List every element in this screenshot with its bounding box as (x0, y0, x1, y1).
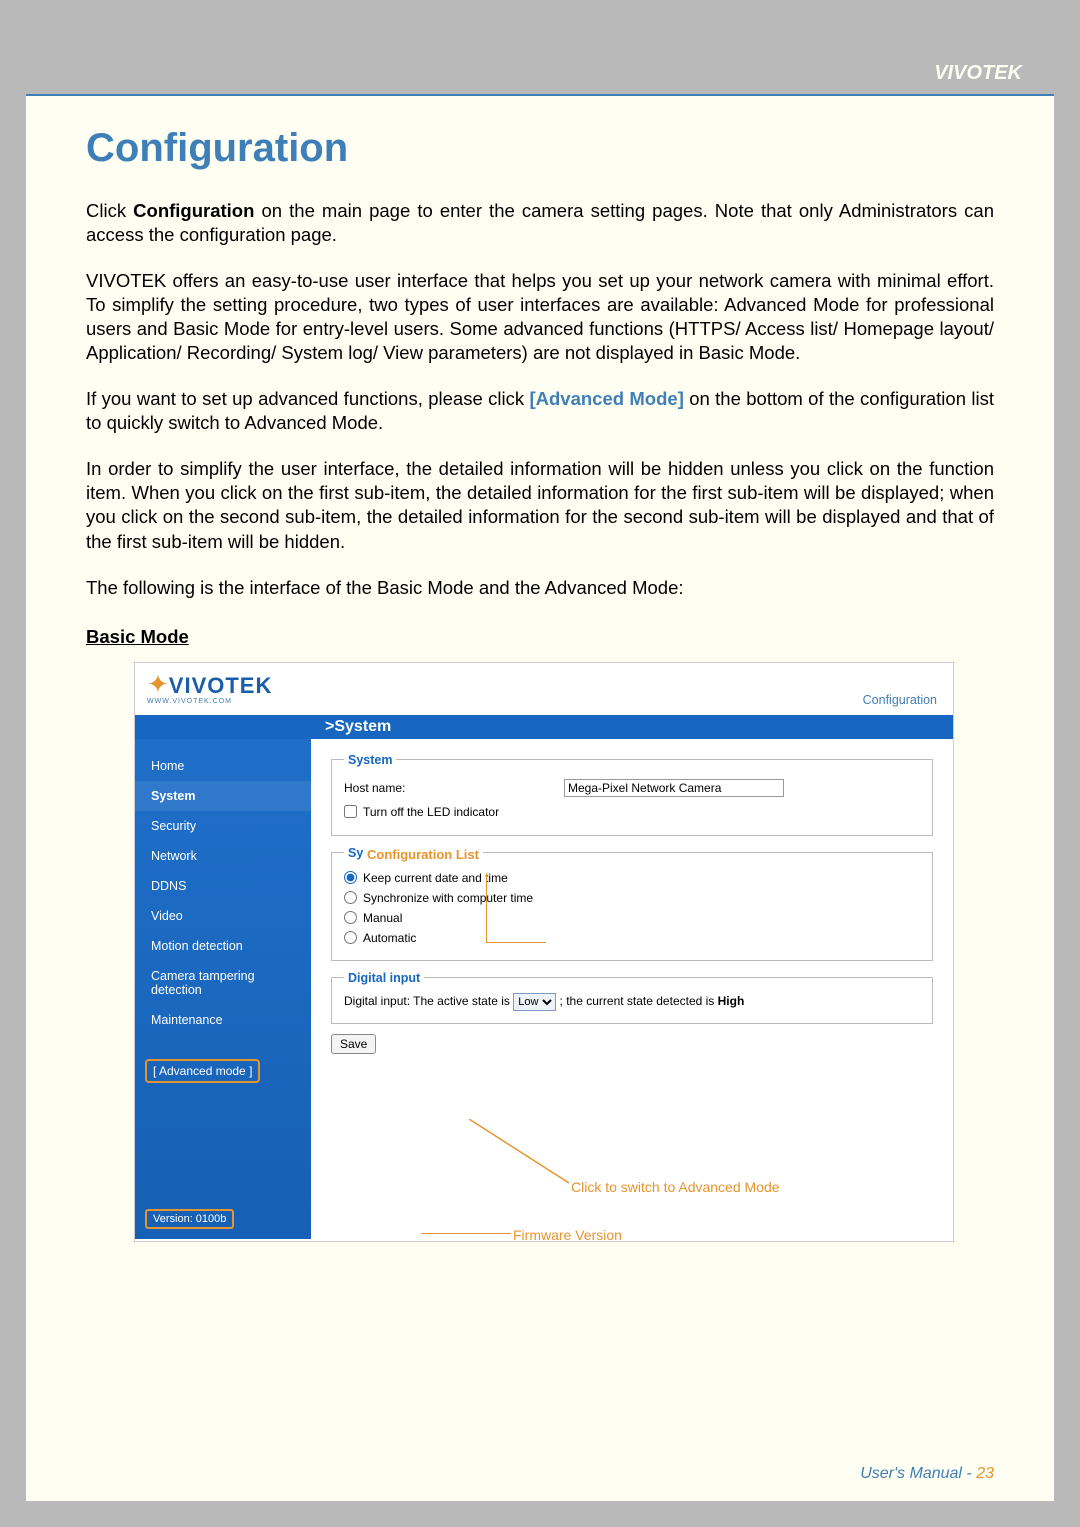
paragraph-1: Click Configuration on the main page to … (86, 199, 994, 247)
paragraph-4: In order to simplify the user interface,… (86, 457, 994, 553)
page-title: Configuration (86, 126, 994, 171)
host-name-label: Host name: (344, 781, 564, 795)
advanced-mode-button[interactable]: [ Advanced mode ] (145, 1059, 260, 1083)
save-button[interactable]: Save (331, 1034, 376, 1054)
nav-maintenance[interactable]: Maintenance (135, 1005, 311, 1035)
page-footer: User's Manual - 23 (860, 1465, 994, 1483)
paragraph-5: The following is the interface of the Ba… (86, 576, 994, 600)
annotation-config-list: Configuration List (363, 847, 483, 862)
system-fieldset: System Host name: Turn off the LED indic… (331, 753, 933, 836)
p3-text-a: If you want to set up advanced functions… (86, 388, 529, 409)
footer-page: 23 (976, 1465, 994, 1482)
host-name-input[interactable] (564, 779, 784, 797)
p1-text-a: Click (86, 200, 133, 221)
time-radio-2[interactable] (344, 911, 357, 924)
content-area: Configuration Click Configuration on the… (26, 96, 1054, 1252)
time-fieldset: System Time Keep current date and time S… (331, 846, 933, 961)
digital-text-a: Digital input: The active state is (344, 994, 513, 1008)
led-row: Turn off the LED indicator (344, 801, 920, 823)
time-label-2: Manual (363, 911, 402, 925)
time-radio-0[interactable] (344, 871, 357, 884)
basic-mode-heading: Basic Mode (86, 626, 994, 648)
digital-fieldset: Digital input Digital input: The active … (331, 971, 933, 1024)
system-legend: System (344, 753, 396, 767)
nav-home[interactable]: Home (135, 751, 311, 781)
time-label-0: Keep current date and time (363, 871, 508, 885)
main-panel: System Host name: Turn off the LED indic… (311, 739, 953, 1239)
time-label-3: Automatic (363, 931, 416, 945)
annotation-version: Firmware Version (513, 1227, 622, 1243)
digital-legend: Digital input (344, 971, 424, 985)
logo-row: ✦VIVOTEK (147, 669, 272, 700)
header-brand: VIVOTEK (934, 62, 1022, 85)
digital-select[interactable]: Low (513, 993, 556, 1011)
annotation-line-version (421, 1233, 511, 1234)
ui-screenshot: ✦VIVOTEK WWW.VIVOTEK.COM Configuration >… (134, 662, 954, 1242)
digital-text-c: High (718, 994, 745, 1008)
digital-text-b: ; the current state detected is (560, 994, 718, 1008)
nav-ddns[interactable]: DDNS (135, 871, 311, 901)
screenshot-header: ✦VIVOTEK WWW.VIVOTEK.COM Configuration (135, 663, 953, 715)
nav-video[interactable]: Video (135, 901, 311, 931)
time-opt-0: Keep current date and time (344, 868, 920, 888)
time-opt-3: Automatic (344, 928, 920, 948)
annotation-line-advanced (469, 1119, 589, 1187)
config-label[interactable]: Configuration (863, 693, 937, 707)
led-checkbox[interactable] (344, 805, 357, 818)
footer-manual: User's Manual - (860, 1465, 976, 1482)
nav-security[interactable]: Security (135, 811, 311, 841)
time-label-1: Synchronize with computer time (363, 891, 533, 905)
p1-bold: Configuration (133, 200, 254, 221)
screenshot-body: Home System Security Network DDNS Video … (135, 739, 953, 1239)
time-opt-2: Manual (344, 908, 920, 928)
host-name-row: Host name: (344, 775, 920, 801)
nav-network[interactable]: Network (135, 841, 311, 871)
time-radio-3[interactable] (344, 931, 357, 944)
led-label: Turn off the LED indicator (363, 805, 499, 819)
p3-link: [Advanced Mode] (529, 388, 683, 409)
page-header: VIVOTEK (26, 26, 1054, 96)
paragraph-2: VIVOTEK offers an easy-to-use user inter… (86, 269, 994, 365)
time-opt-1: Synchronize with computer time (344, 888, 920, 908)
page-container: VIVOTEK Configuration Click Configuratio… (26, 26, 1054, 1501)
nav-motion[interactable]: Motion detection (135, 931, 311, 961)
logo-accent-icon: ✦ (147, 669, 169, 699)
time-radio-1[interactable] (344, 891, 357, 904)
nav-tampering[interactable]: Camera tampering detection (135, 961, 311, 1005)
logo: ✦VIVOTEK WWW.VIVOTEK.COM (147, 669, 272, 705)
annotation-advanced: Click to switch to Advanced Mode (571, 1179, 780, 1195)
system-title-bar: >System (135, 715, 953, 739)
sidebar-nav: Home System Security Network DDNS Video … (135, 739, 311, 1239)
digital-row: Digital input: The active state is Low ;… (344, 993, 920, 1011)
paragraph-3: If you want to set up advanced functions… (86, 387, 994, 435)
nav-system[interactable]: System (135, 781, 311, 811)
version-label: Version: 0100b (145, 1209, 234, 1229)
logo-text: VIVOTEK (169, 673, 273, 698)
